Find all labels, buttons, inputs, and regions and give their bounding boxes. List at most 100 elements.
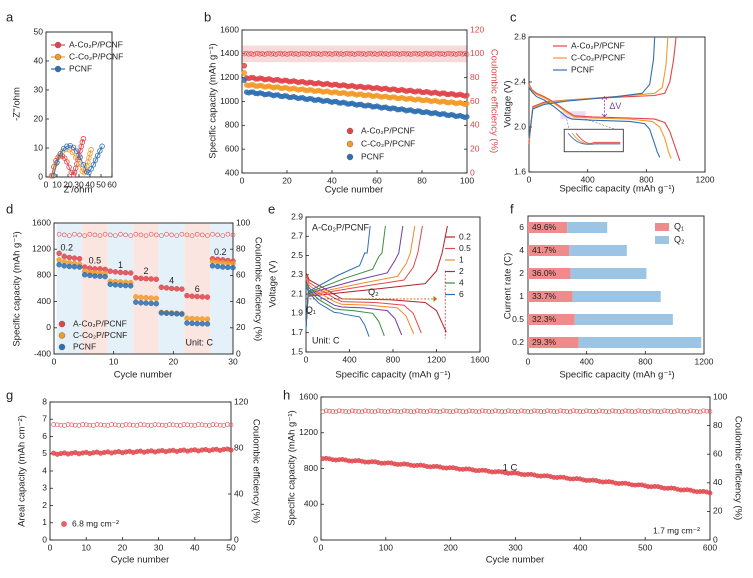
ce-point xyxy=(343,409,349,414)
data-point xyxy=(70,144,77,151)
ce-point xyxy=(153,232,159,238)
y-tick-label: 50 xyxy=(34,26,44,36)
bar-q2 xyxy=(574,314,673,325)
y-tick-label: 0 xyxy=(313,534,318,544)
ce-point xyxy=(280,51,285,57)
ce-point xyxy=(367,50,373,56)
ce-point xyxy=(325,51,330,57)
ce-point xyxy=(392,51,398,57)
ce-point xyxy=(92,232,98,238)
y-tick-label: 120 xyxy=(470,24,484,34)
discharge-curve xyxy=(305,272,447,333)
data-point xyxy=(241,70,248,76)
ce-point xyxy=(164,231,169,237)
ce-point xyxy=(606,409,612,415)
ce-point xyxy=(77,232,82,238)
ce-point xyxy=(616,409,622,414)
data-point xyxy=(64,159,70,165)
ce-point xyxy=(109,422,114,427)
ce-point xyxy=(156,422,161,428)
y-tick-label: 0 xyxy=(470,167,475,177)
data-point xyxy=(707,490,713,496)
ce-point xyxy=(376,51,382,57)
ce-point xyxy=(390,50,396,56)
data-point xyxy=(97,148,103,154)
ce-point xyxy=(97,233,103,238)
data-point xyxy=(168,285,175,292)
ce-point xyxy=(203,422,208,428)
ce-point xyxy=(54,422,60,428)
bar-percent-label: 29.3% xyxy=(532,337,557,347)
ce-point xyxy=(486,409,492,414)
ce-point xyxy=(541,409,547,415)
legend-label: 0.5 xyxy=(459,243,471,253)
ce-point xyxy=(323,408,329,414)
y-tick-label: 0 xyxy=(46,322,51,332)
ce-point xyxy=(476,409,482,415)
ce-point xyxy=(408,52,414,57)
data-point xyxy=(158,310,165,316)
ce-point xyxy=(365,51,371,57)
bar-q2 xyxy=(578,337,702,348)
ce-point xyxy=(383,51,389,56)
ce-point xyxy=(571,408,576,414)
data-point xyxy=(77,154,83,160)
rate-label: 2 xyxy=(144,266,149,276)
x-tick-label: 1200 xyxy=(696,174,715,184)
x-tick-label: 10 xyxy=(109,356,119,366)
ce-point xyxy=(515,409,521,415)
legend-label: 4 xyxy=(459,277,464,287)
ce-point xyxy=(275,51,281,57)
ce-point xyxy=(412,50,418,56)
ce-point xyxy=(564,409,570,414)
unit-label: Unit: C xyxy=(312,335,340,345)
x-axis-label: Cycle number xyxy=(325,185,384,196)
data-point xyxy=(184,315,190,322)
ce-point xyxy=(112,422,118,428)
plot-frame xyxy=(528,36,706,173)
bar-q2 xyxy=(569,245,627,256)
data-point xyxy=(204,316,211,322)
ce-point xyxy=(636,408,641,414)
ce-point xyxy=(87,422,93,428)
ce-point xyxy=(399,51,405,57)
data-point xyxy=(99,143,105,149)
y-tick-label: 2.4 xyxy=(514,76,526,86)
voltage-curve xyxy=(528,87,661,158)
ce-point xyxy=(442,52,447,57)
ce-point xyxy=(446,50,452,56)
ce-point xyxy=(302,51,308,57)
x-tick-label: 60 xyxy=(107,179,117,189)
discharge-curve xyxy=(305,286,370,337)
bar-q2 xyxy=(567,222,608,233)
ce-point xyxy=(632,409,638,415)
ce-point xyxy=(184,232,190,238)
ce-point xyxy=(590,409,596,414)
ce-point xyxy=(597,408,602,414)
data-point xyxy=(64,143,70,149)
data-point xyxy=(214,263,221,270)
ce-point xyxy=(138,422,143,427)
data-point xyxy=(163,285,170,291)
ce-point xyxy=(214,422,219,428)
data-point xyxy=(71,255,78,261)
legend-marker xyxy=(58,343,66,351)
y2-axis-label: Coulombic efficiency (%) xyxy=(488,49,499,153)
y-tick-label: 5 xyxy=(42,448,47,458)
ce-point xyxy=(385,52,391,57)
legend-label: A-Co₂P/PCNF xyxy=(571,40,625,50)
y-tick-label: 1 xyxy=(42,517,47,527)
ce-point xyxy=(159,233,164,238)
ce-point xyxy=(143,233,149,238)
ce-point xyxy=(593,409,599,415)
ce-point xyxy=(300,50,306,56)
discharge-curve xyxy=(305,280,403,336)
ce-point xyxy=(551,409,557,414)
ce-point xyxy=(580,409,586,415)
panel-f: f 0 400 800 1200 Specific capacity (mAh g⁻¹) C… xyxy=(503,201,714,380)
data-point xyxy=(189,320,195,327)
ce-point xyxy=(246,51,252,57)
ce-point xyxy=(704,408,710,414)
y-tick-label: 3 xyxy=(42,483,47,493)
